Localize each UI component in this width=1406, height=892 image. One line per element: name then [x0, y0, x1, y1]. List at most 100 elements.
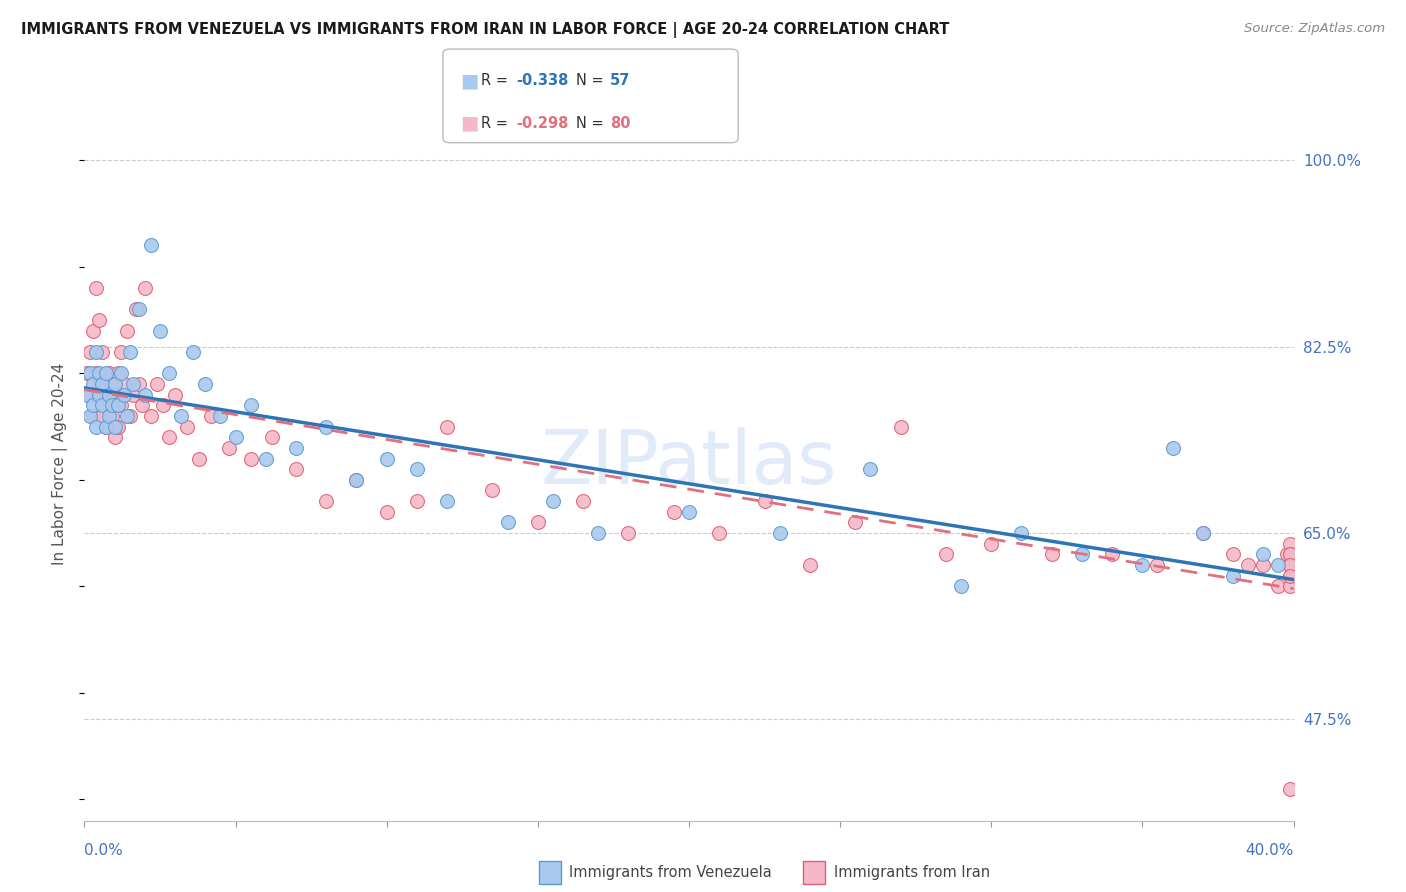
Point [86, 419, 108, 434]
Point [94, 367, 117, 381]
Point [1253, 547, 1275, 561]
Point [97, 367, 120, 381]
Point [1279, 568, 1302, 582]
Point [572, 494, 595, 508]
Point [1192, 526, 1215, 541]
Text: ■: ■ [460, 71, 478, 90]
Point [406, 462, 429, 476]
Point [188, 451, 211, 466]
Point [149, 324, 172, 338]
Point [128, 376, 150, 391]
Point [157, 430, 180, 444]
Point [110, 367, 132, 381]
Text: N =: N = [576, 73, 609, 88]
Point [146, 376, 169, 391]
Point [79, 387, 101, 401]
Text: IMMIGRANTS FROM VENEZUELA VS IMMIGRANTS FROM IRAN IN LABOR FORCE | AGE 20-24 COR: IMMIGRANTS FROM VENEZUELA VS IMMIGRANTS … [21, 22, 949, 38]
Point [157, 367, 180, 381]
Point [79, 409, 101, 423]
Point [165, 387, 187, 401]
Point [107, 398, 129, 412]
Point [104, 387, 127, 401]
Point [79, 345, 101, 359]
Point [375, 505, 398, 519]
Point [115, 409, 138, 423]
Point [1011, 526, 1033, 541]
Point [1279, 579, 1302, 593]
Point [86, 345, 108, 359]
Point [112, 376, 135, 391]
Point [844, 516, 866, 530]
Point [859, 462, 882, 476]
Point [239, 398, 262, 412]
Text: 57: 57 [610, 73, 630, 88]
Point [1222, 568, 1244, 582]
Point [79, 367, 101, 381]
Point [315, 419, 337, 434]
Point [1279, 558, 1302, 572]
Point [588, 526, 610, 541]
Point [91, 409, 114, 423]
Point [754, 494, 776, 508]
Point [97, 387, 120, 401]
Point [118, 409, 141, 423]
Point [100, 398, 122, 412]
Point [91, 376, 114, 391]
Point [1279, 547, 1302, 561]
Point [104, 419, 127, 434]
Text: ■: ■ [806, 863, 823, 881]
Point [617, 526, 640, 541]
Point [980, 537, 1002, 551]
Text: 80: 80 [610, 115, 631, 130]
Point [118, 345, 141, 359]
Point [890, 419, 912, 434]
Point [346, 473, 368, 487]
Point [107, 367, 129, 381]
Point [1146, 558, 1168, 572]
Point [1267, 579, 1289, 593]
Point [121, 387, 143, 401]
Point [315, 494, 337, 508]
Text: -0.298: -0.298 [516, 115, 568, 130]
Point [89, 387, 111, 401]
Point [375, 451, 398, 466]
Point [94, 419, 117, 434]
Point [115, 324, 138, 338]
Text: -0.338: -0.338 [516, 73, 568, 88]
Point [107, 419, 129, 434]
Point [709, 526, 731, 541]
Point [1279, 558, 1302, 572]
Point [91, 398, 114, 412]
Point [935, 547, 957, 561]
Point [82, 398, 104, 412]
Text: Source: ZipAtlas.com: Source: ZipAtlas.com [1244, 22, 1385, 36]
Point [406, 494, 429, 508]
Point [1237, 558, 1260, 572]
Text: ZIPatlas: ZIPatlas [541, 427, 837, 500]
Point [254, 451, 277, 466]
Point [1279, 781, 1302, 796]
Point [97, 409, 120, 423]
Point [200, 409, 222, 423]
Point [134, 387, 156, 401]
Point [125, 302, 148, 317]
Point [89, 367, 111, 381]
Text: 0.0%: 0.0% [84, 843, 124, 858]
Point [346, 473, 368, 487]
Point [89, 313, 111, 327]
Point [112, 387, 135, 401]
Point [436, 419, 458, 434]
Point [176, 419, 198, 434]
Text: R =: R = [481, 115, 512, 130]
Point [285, 462, 308, 476]
Point [76, 387, 98, 401]
Point [110, 398, 132, 412]
Point [1267, 558, 1289, 572]
Point [89, 376, 111, 391]
Text: 40.0%: 40.0% [1246, 843, 1294, 858]
Point [239, 451, 262, 466]
Point [1192, 526, 1215, 541]
Point [527, 516, 550, 530]
Point [110, 345, 132, 359]
Point [678, 505, 700, 519]
